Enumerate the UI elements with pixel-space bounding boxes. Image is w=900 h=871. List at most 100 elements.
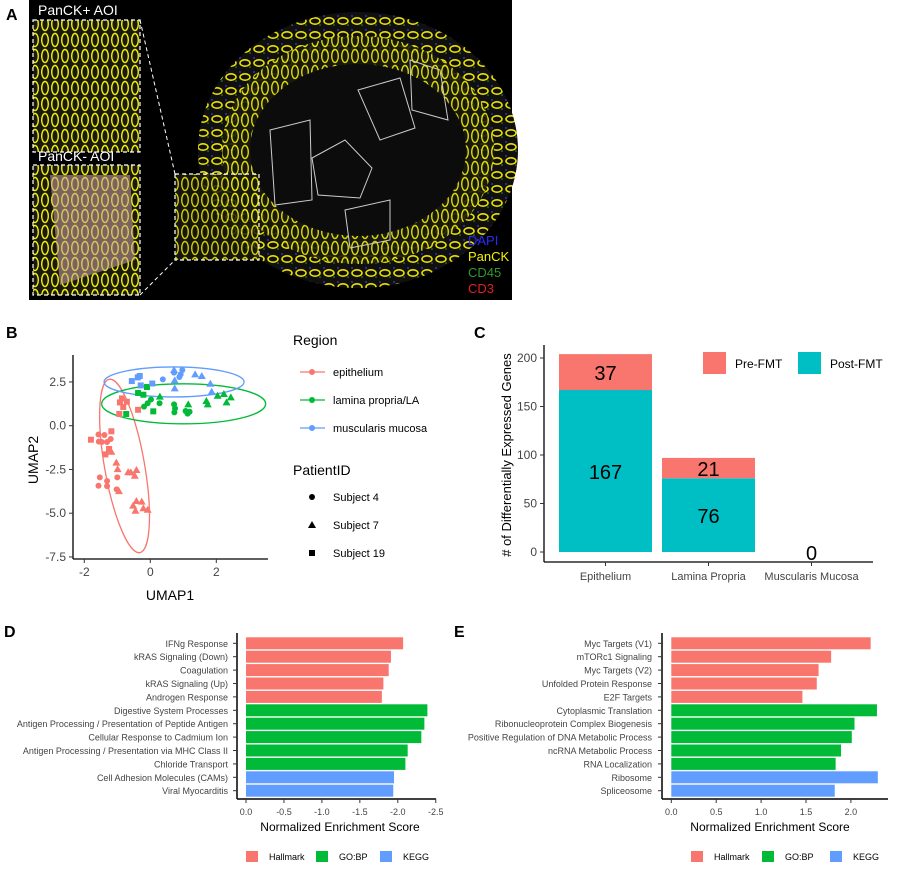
panel-e-enrichment: E Normalized Enrichment Score Myc Target…	[454, 624, 888, 862]
data-point	[219, 390, 228, 398]
x-tick-label: -2.5	[428, 807, 444, 817]
bar	[671, 731, 852, 744]
bar-post-fmt	[662, 478, 755, 552]
y-axis-title: UMAP2	[25, 436, 41, 484]
data-point	[159, 376, 166, 383]
data-point	[87, 436, 94, 443]
category-label: Ribosome	[611, 773, 652, 783]
bar	[671, 717, 855, 730]
legend-dot	[309, 369, 315, 375]
data-point	[147, 396, 154, 403]
legend-swatch	[380, 851, 392, 862]
data-point	[120, 403, 127, 410]
data-point	[143, 505, 152, 513]
data-point	[95, 431, 102, 438]
data-point	[116, 399, 123, 406]
ellipse-lamina-propria	[100, 383, 267, 425]
category-label: Digestive System Processes	[114, 706, 229, 716]
inset-label-panck-positive: PanCK+ AOI	[38, 2, 118, 18]
category-label: RNA Localization	[583, 759, 652, 769]
legend-label: Pre-FMT	[735, 357, 783, 371]
x-tick-label: -2	[79, 565, 90, 579]
category-label: kRAS Signaling (Down)	[134, 652, 228, 662]
bar	[246, 757, 406, 770]
data-point	[114, 474, 121, 481]
channel-dapi: DAPI	[468, 233, 498, 248]
x-tick-label: 0.0	[665, 807, 678, 817]
y-tick-label: 2.5	[49, 375, 66, 389]
data-point	[222, 398, 231, 406]
x-tick-label: -1.0	[314, 807, 330, 817]
bar	[671, 637, 871, 650]
legend-swatch	[830, 851, 842, 862]
data-point	[139, 504, 148, 512]
data-point	[104, 483, 111, 490]
x-tick-label: 0.0	[240, 807, 253, 817]
legend-swatch	[316, 851, 328, 862]
legend-region-epithelium: epithelium	[333, 367, 383, 379]
y-tick-label: 200	[517, 351, 537, 365]
legend-patient-4: Subject 4	[333, 492, 379, 504]
category-label: Unfolded Protein Response	[542, 679, 652, 689]
panel-label-c: C	[474, 325, 486, 342]
panck-negative-mask	[50, 175, 135, 285]
x-tick-label: 2	[213, 565, 220, 579]
data-point	[104, 438, 111, 445]
legend-shape	[309, 550, 315, 556]
x-tick-label: 1.0	[755, 807, 768, 817]
inset-panck-positive-image	[33, 20, 140, 152]
category-label: Antigen Processing / Presentation via MH…	[23, 746, 228, 756]
bar	[246, 717, 425, 730]
zoom-connector	[139, 19, 176, 175]
bar	[671, 771, 878, 784]
data-point	[170, 366, 179, 374]
bar	[671, 650, 832, 663]
category-label: Cytoplasmic Translation	[556, 706, 652, 716]
bar	[671, 784, 835, 797]
legend-label: GO:BP	[785, 852, 814, 862]
bar	[246, 677, 384, 690]
inset-panck-negative-box	[32, 164, 141, 296]
panel-c-deg-bars: C # of Differentially Expressed Genes 0 5…	[474, 325, 883, 583]
data-point	[135, 389, 142, 396]
data-point	[207, 387, 216, 395]
legend-swatch	[762, 851, 774, 862]
bar	[246, 637, 404, 650]
data-point	[96, 474, 103, 481]
bar-pre-fmt	[662, 457, 755, 479]
legend-dot	[309, 397, 315, 403]
panel-label-e: E	[454, 624, 465, 641]
legend-swatch	[691, 851, 703, 862]
data-point	[130, 471, 139, 479]
legend-region-title: Region	[293, 332, 337, 348]
data-point	[114, 487, 123, 495]
data-label: 76	[697, 506, 719, 528]
legend-region-muscularis: muscularis mucosa	[333, 423, 428, 435]
data-point	[106, 445, 113, 452]
legend-shape	[308, 521, 316, 528]
data-point	[126, 468, 135, 476]
x-tick-label: -2.0	[390, 807, 406, 817]
data-point	[203, 400, 212, 408]
x-axis-title: Normalized Enrichment Score	[260, 820, 420, 834]
category-label: mTORc1 Signaling	[577, 652, 652, 662]
category-label: Spliceosome	[600, 786, 652, 796]
legend-swatch	[798, 352, 821, 374]
y-tick-label: 150	[517, 400, 537, 414]
category-label: Cellular Response to Cadmium Ion	[88, 733, 228, 743]
data-point	[135, 406, 142, 413]
x-tick-label: 0	[147, 565, 154, 579]
data-point	[118, 395, 125, 402]
data-point	[170, 384, 179, 392]
data-label: 167	[589, 462, 622, 484]
data-point	[150, 408, 157, 415]
y-axis-title: # of Differentially Expressed Genes	[499, 353, 514, 557]
y-tick-label: -2.5	[45, 462, 66, 476]
bar	[246, 704, 428, 717]
category-label: Coagulation	[180, 666, 228, 676]
bar	[246, 784, 394, 797]
bar	[671, 744, 842, 757]
data-point	[140, 391, 147, 398]
panel-label-b: B	[6, 325, 18, 342]
